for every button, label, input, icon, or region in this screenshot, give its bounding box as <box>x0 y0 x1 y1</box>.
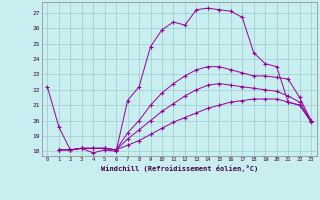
X-axis label: Windchill (Refroidissement éolien,°C): Windchill (Refroidissement éolien,°C) <box>100 165 258 172</box>
